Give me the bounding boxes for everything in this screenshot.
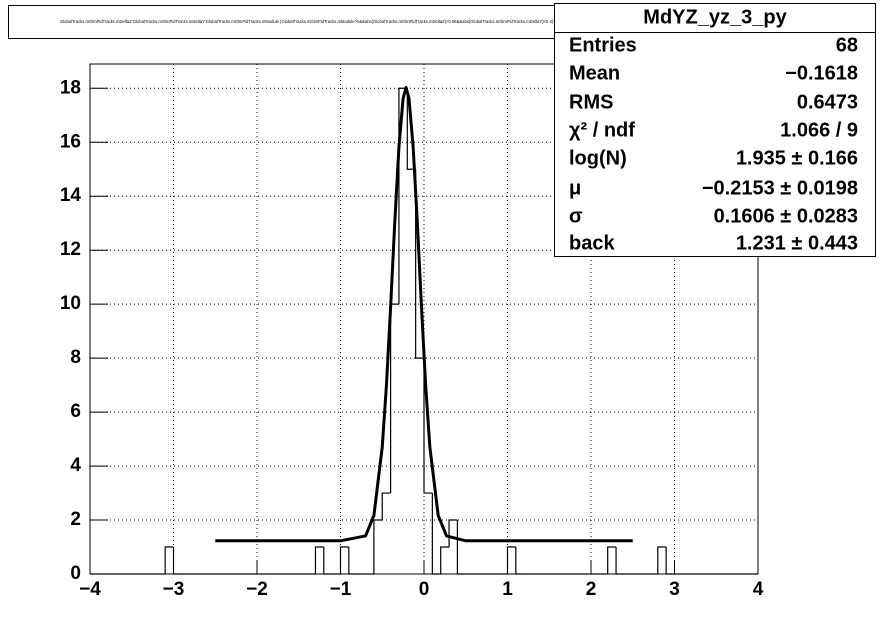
plot-frame bbox=[89, 63, 759, 575]
histogram-bin bbox=[657, 546, 667, 574]
chart-title: GlobalTracks.mGlmPidTracks.mDeltaZ:Globa… bbox=[60, 19, 580, 24]
histogram-bin bbox=[440, 546, 450, 574]
histogram-bin bbox=[164, 546, 174, 574]
histogram-bin bbox=[381, 492, 391, 521]
histogram-bin bbox=[406, 88, 416, 170]
title-box: GlobalTracks.mGlmPidTracks.mDeltaZ:Globa… bbox=[8, 5, 634, 39]
histogram-bin bbox=[607, 546, 617, 574]
stats-name: MdYZ_yz_3_py bbox=[643, 6, 787, 28]
y-tick-label: 8 bbox=[70, 347, 81, 368]
stats-label: back bbox=[569, 232, 615, 254]
stats-value: 68 bbox=[836, 34, 858, 56]
x-tick-label: 0 bbox=[419, 579, 430, 600]
stats-value: 0.1606 ± 0.0283 bbox=[714, 205, 858, 227]
stats-label: Entries bbox=[569, 34, 637, 56]
y-tick-label: 16 bbox=[60, 131, 81, 152]
x-tick-label: 2 bbox=[586, 579, 597, 600]
x-tick-label: −3 bbox=[163, 579, 185, 600]
x-tick-label: 4 bbox=[753, 579, 764, 600]
stats-label: χ² / ndf bbox=[569, 119, 635, 141]
stats-label: σ bbox=[569, 205, 583, 227]
histogram-bin bbox=[339, 546, 349, 574]
stats-value: −0.1618 bbox=[785, 62, 858, 84]
y-tick-label: 2 bbox=[70, 509, 81, 530]
stats-value: −0.2153 ± 0.0198 bbox=[702, 177, 858, 199]
y-tick-label: 18 bbox=[60, 77, 81, 98]
stats-box: MdYZ_yz_3_py Entries 68 Mean −0.1618 RMS 0.64… bbox=[554, 3, 876, 257]
histogram-bin bbox=[415, 169, 424, 359]
fit-curve bbox=[215, 85, 633, 543]
stats-label: log(N) bbox=[569, 147, 627, 169]
stats-label: Mean bbox=[569, 62, 620, 84]
x-tick-label: 1 bbox=[502, 579, 513, 600]
stats-frame bbox=[554, 3, 876, 257]
y-tick-label: 4 bbox=[70, 455, 81, 476]
title-frame bbox=[8, 5, 634, 39]
histogram-bin bbox=[423, 358, 433, 494]
x-tick-label: −1 bbox=[330, 579, 352, 600]
y-tick-label: 14 bbox=[60, 185, 82, 206]
stats-label: RMS bbox=[569, 91, 613, 113]
x-tick-label: 3 bbox=[669, 579, 680, 600]
stats-value: 1.231 ± 0.443 bbox=[736, 232, 858, 254]
stats-label: μ bbox=[569, 177, 581, 199]
y-tick-label: 0 bbox=[70, 563, 81, 584]
x-tick-label: −4 bbox=[79, 579, 101, 600]
stats-value: 1.935 ± 0.166 bbox=[736, 147, 858, 169]
y-tick-label: 12 bbox=[60, 239, 81, 260]
stats-value: 1.066 / 9 bbox=[780, 119, 858, 141]
histogram-bin bbox=[506, 546, 516, 574]
y-tick-label: 10 bbox=[60, 293, 81, 314]
y-tick-label: 6 bbox=[70, 401, 81, 422]
histogram-bin bbox=[373, 519, 383, 574]
histogram-bin bbox=[314, 546, 324, 574]
x-tick-label: −2 bbox=[246, 579, 268, 600]
stats-value: 0.6473 bbox=[797, 91, 858, 113]
